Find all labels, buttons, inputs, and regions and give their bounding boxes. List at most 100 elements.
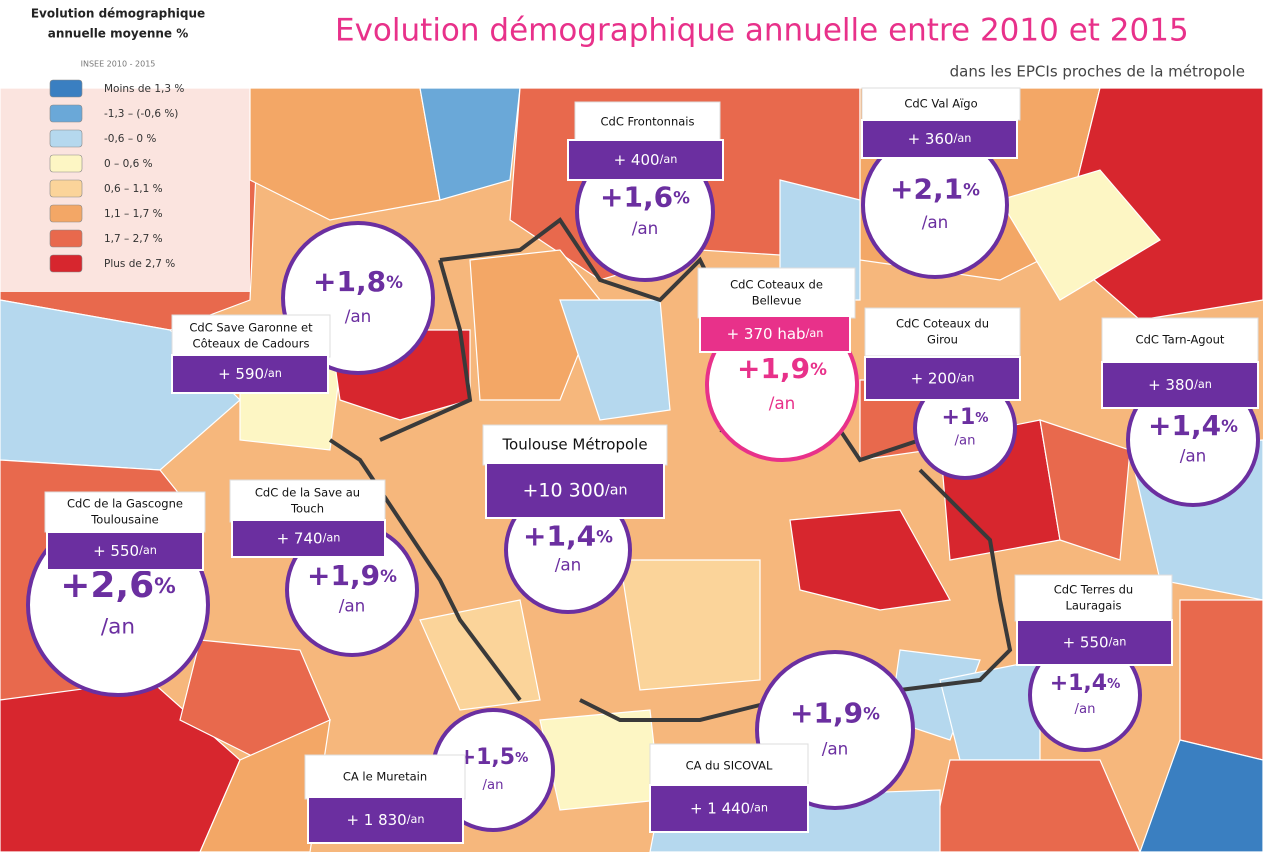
epci-name: Toulousaine bbox=[90, 513, 159, 527]
count: +10 300/an bbox=[523, 479, 628, 501]
rate-value: +1,4 bbox=[1148, 409, 1221, 442]
count: + 360/an bbox=[908, 130, 972, 148]
epci-name: Touch bbox=[290, 502, 324, 516]
epci-name: Bellevue bbox=[752, 294, 802, 308]
count-box bbox=[699, 315, 851, 353]
rate-per: /an bbox=[555, 555, 582, 575]
rate-unit: % bbox=[963, 180, 980, 200]
legend-swatch bbox=[49, 79, 83, 98]
legend-panel bbox=[0, 0, 250, 292]
count: + 1 830/an bbox=[346, 811, 424, 829]
count-value: + 360 bbox=[908, 130, 954, 148]
legend-swatch bbox=[49, 204, 83, 223]
rate-value: +1,5 bbox=[458, 745, 515, 770]
legend-label: -1,3 – (-0,6 %) bbox=[104, 108, 178, 120]
legend-swatch bbox=[49, 129, 83, 148]
callout: +2,1% /an CdC Val Aïgo + 360/an bbox=[861, 87, 1021, 279]
rate-unit: % bbox=[975, 411, 988, 426]
callout: +1,8% /an CdC Save Garonne et Côteaux de Ca… bbox=[171, 221, 435, 394]
legend-label: 1,7 – 2,7 % bbox=[104, 233, 163, 245]
epci-name: CA du SICOVAL bbox=[686, 759, 773, 773]
count-unit: /an bbox=[750, 802, 768, 815]
count-value: + 1 830 bbox=[346, 811, 406, 829]
rate: +1,4% bbox=[523, 520, 613, 553]
count-unit: /an bbox=[605, 483, 628, 499]
legend-label: Moins de 1,3 % bbox=[104, 83, 184, 95]
count-box bbox=[485, 462, 665, 519]
rate: +1,5% bbox=[458, 745, 529, 770]
epci-name: CA le Muretain bbox=[343, 770, 427, 784]
rate-value: +1,8 bbox=[313, 265, 386, 298]
callout: +1,6% /an CdC Frontonnais + 400/an bbox=[567, 101, 724, 282]
count: + 400/an bbox=[614, 151, 678, 169]
count-box bbox=[567, 139, 724, 181]
callout: +2,6% /an CdC de la Gascogne Toulousaine + 5… bbox=[26, 491, 210, 697]
legend-swatch bbox=[49, 154, 83, 173]
rate-value: +1 bbox=[942, 405, 976, 430]
epci-name: Côteaux de Cadours bbox=[193, 337, 310, 351]
count: + 370 hab/an bbox=[727, 325, 824, 343]
name-box bbox=[482, 424, 668, 466]
count-value: +10 300 bbox=[523, 479, 605, 501]
rate-per: /an bbox=[483, 778, 504, 793]
name-box bbox=[1101, 317, 1259, 363]
legend-swatch bbox=[49, 179, 83, 198]
epci-name: Lauragais bbox=[1065, 599, 1121, 613]
epci-name: Toulouse Métropole bbox=[501, 436, 647, 454]
count-value: + 380 bbox=[1148, 376, 1194, 394]
count-unit: /an bbox=[957, 372, 975, 385]
rate-per: /an bbox=[101, 615, 135, 640]
name-box bbox=[864, 307, 1021, 357]
count: + 200/an bbox=[911, 369, 975, 387]
callout: +1,5% /an CA le Muretain + 1 830/an bbox=[304, 708, 555, 844]
legend-source: INSEE 2010 - 2015 bbox=[81, 60, 156, 69]
legend-swatch bbox=[49, 104, 83, 123]
legend-title: Evolution démographique bbox=[31, 7, 205, 21]
count: + 1 440/an bbox=[690, 799, 768, 817]
rate: +1,8% bbox=[313, 265, 403, 298]
count-unit: /an bbox=[407, 813, 425, 826]
count-unit: /an bbox=[806, 327, 824, 340]
count-value: + 1 440 bbox=[690, 799, 750, 817]
legend-label: 0 – 0,6 % bbox=[104, 158, 153, 170]
epci-name: CdC Tarn-Agout bbox=[1136, 333, 1225, 347]
rate-per: /an bbox=[769, 393, 796, 413]
rate-unit: % bbox=[1221, 416, 1238, 436]
count-value: + 550 bbox=[93, 542, 139, 560]
callout: +1,4% /an CdC Terres du Lauragais + 550/an bbox=[1014, 574, 1173, 752]
count: + 740/an bbox=[277, 529, 341, 547]
legend-label: Plus de 2,7 % bbox=[104, 258, 175, 270]
count-unit: /an bbox=[264, 367, 282, 380]
legend-swatch bbox=[49, 254, 83, 273]
count: + 590/an bbox=[218, 365, 282, 383]
count-value: + 370 hab bbox=[727, 325, 806, 343]
rate: +1% bbox=[942, 405, 989, 430]
legend-label: 0,6 – 1,1 % bbox=[104, 183, 163, 195]
name-box bbox=[44, 491, 206, 533]
rate-unit: % bbox=[596, 527, 613, 547]
rate: +2,6% bbox=[60, 565, 176, 606]
count-unit: /an bbox=[323, 532, 341, 545]
callouts: +1,6% /an CdC Frontonnais + 400/an +2,1% /an C… bbox=[26, 87, 1260, 844]
rate-unit: % bbox=[863, 703, 880, 723]
rate-per: /an bbox=[339, 595, 366, 615]
rate-value: +1,4 bbox=[1050, 671, 1107, 696]
name-box bbox=[1014, 574, 1173, 622]
rate-unit: % bbox=[810, 359, 827, 379]
rate-value: +1,9 bbox=[790, 696, 863, 729]
subtitle: dans les EPCIs proches de la métropole bbox=[950, 63, 1245, 81]
rate: +1,9% bbox=[737, 352, 827, 385]
count-value: + 740 bbox=[277, 529, 323, 547]
count-box bbox=[861, 119, 1018, 159]
count: + 550/an bbox=[93, 542, 157, 560]
rate-unit: % bbox=[1107, 677, 1120, 692]
epci-name: CdC Coteaux de bbox=[730, 278, 823, 292]
callout: +1,9% /an CdC de la Save au Touch + 740/an bbox=[229, 479, 419, 657]
rate-per: /an bbox=[955, 434, 976, 449]
rate: +1,9% bbox=[790, 696, 880, 729]
epci-name: CdC de la Gascogne bbox=[67, 497, 183, 511]
rate: +1,4% bbox=[1148, 409, 1238, 442]
rate-unit: % bbox=[380, 566, 397, 586]
count-box bbox=[46, 531, 204, 571]
